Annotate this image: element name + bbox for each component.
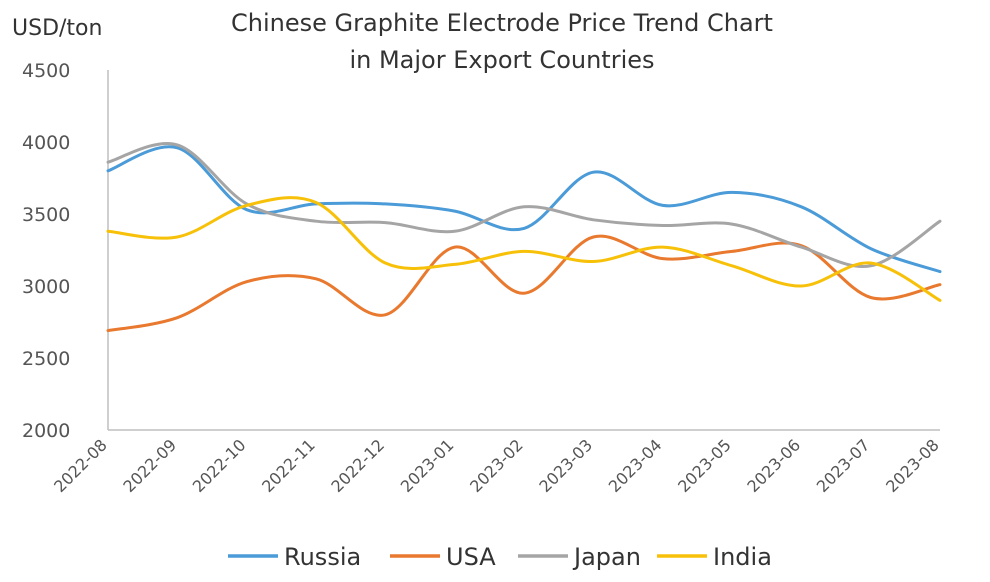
x-tick-label: 2022-10 (189, 435, 250, 496)
x-tick-label: 2022-11 (258, 435, 319, 496)
chart-title-line-1: Chinese Graphite Electrode Price Trend C… (231, 9, 773, 37)
x-tick-label: 2023-08 (882, 435, 943, 496)
y-tick-label: 2500 (22, 348, 70, 370)
legend-label-russia: Russia (284, 543, 361, 571)
chart-title-line-2: in Major Export Countries (349, 46, 654, 74)
y-tick-label: 4500 (22, 60, 70, 82)
legend-label-japan: Japan (572, 543, 641, 571)
x-tick-label: 2023-01 (397, 435, 458, 496)
series-line-india (106, 196, 942, 302)
series-line-japan (106, 142, 942, 269)
x-tick-label: 2023-04 (605, 435, 666, 496)
y-tick-label: 2000 (22, 420, 70, 442)
series-line-russia (106, 145, 942, 274)
y-axis-ticks: 2000 2500 3000 3500 4000 4500 (22, 60, 70, 442)
x-tick-label: 2023-05 (674, 435, 735, 496)
y-tick-label: 3500 (22, 204, 70, 226)
legend: Russia USA Japan India (228, 543, 772, 571)
x-tick-label: 2023-02 (466, 435, 527, 496)
x-tick-label: 2023-07 (813, 435, 874, 496)
series-lines (106, 142, 942, 333)
y-tick-label: 3000 (22, 276, 70, 298)
x-tick-label: 2022-08 (50, 435, 111, 496)
x-tick-label: 2022-09 (119, 435, 180, 496)
x-tick-label: 2023-06 (743, 435, 804, 496)
x-tick-label: 2022-12 (327, 435, 388, 496)
y-axis-label: USD/ton (12, 16, 102, 41)
legend-label-usa: USA (446, 543, 496, 571)
x-tick-label: 2023-03 (535, 435, 596, 496)
legend-label-india: India (713, 543, 772, 571)
x-axis-ticks: 2022-08 2022-09 2022-10 2022-11 2022-12 2023-… (50, 435, 943, 496)
y-tick-label: 4000 (22, 132, 70, 154)
